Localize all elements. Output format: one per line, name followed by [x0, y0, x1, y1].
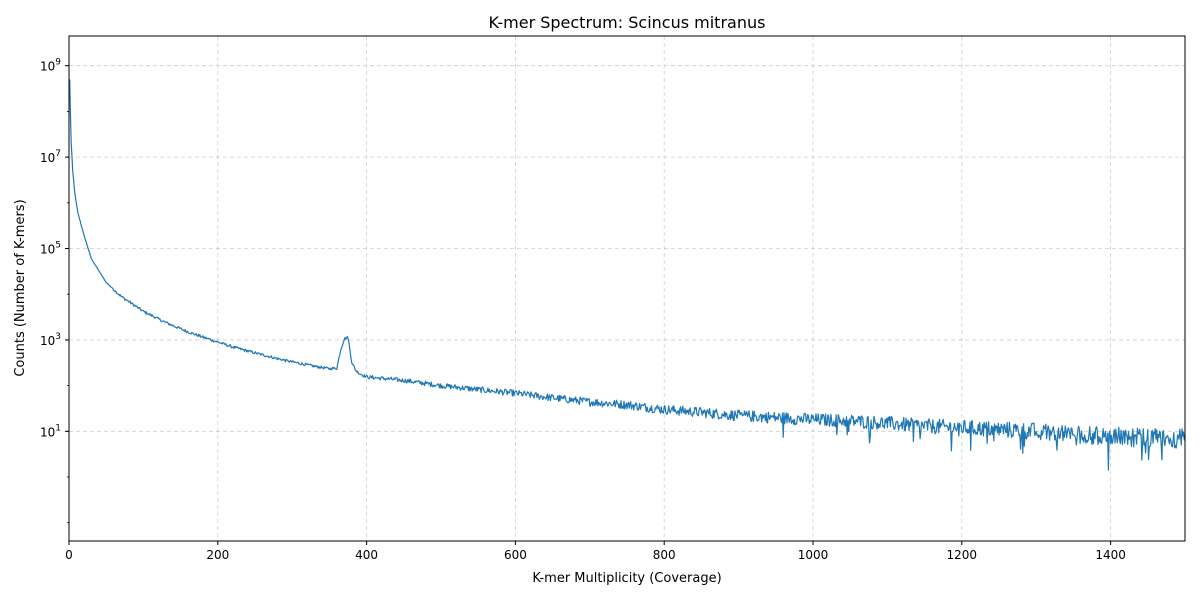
y-tick-label: 107: [40, 149, 61, 165]
y-tick-label: 101: [40, 423, 61, 439]
x-tick-label: 1400: [1095, 548, 1126, 562]
x-tick-label: 600: [504, 548, 527, 562]
x-tick-label: 0: [65, 548, 73, 562]
plot-area: [69, 79, 1185, 471]
grid: [68, 36, 1185, 541]
x-tick-label: 800: [653, 548, 676, 562]
y-tick-label: 103: [40, 332, 61, 348]
x-tick-label: 400: [355, 548, 378, 562]
x-tick-label: 200: [206, 548, 229, 562]
chart-title: K-mer Spectrum: Scincus mitranus: [489, 13, 766, 32]
y-tick-label: 109: [40, 58, 61, 74]
y-axis-label: Counts (Number of K-mers): [13, 199, 28, 376]
kmer-count-line: [69, 79, 1185, 471]
y-tick-label: 105: [40, 241, 61, 257]
x-axis-label: K-mer Multiplicity (Coverage): [532, 571, 721, 586]
x-tick-label: 1200: [947, 548, 978, 562]
axes-ticks: 0 200 400 600 800 1000 1200 1400 101 103 105 107 109: [40, 58, 1126, 562]
x-tick-label: 1000: [798, 548, 829, 562]
plot-frame: [68, 35, 1186, 542]
